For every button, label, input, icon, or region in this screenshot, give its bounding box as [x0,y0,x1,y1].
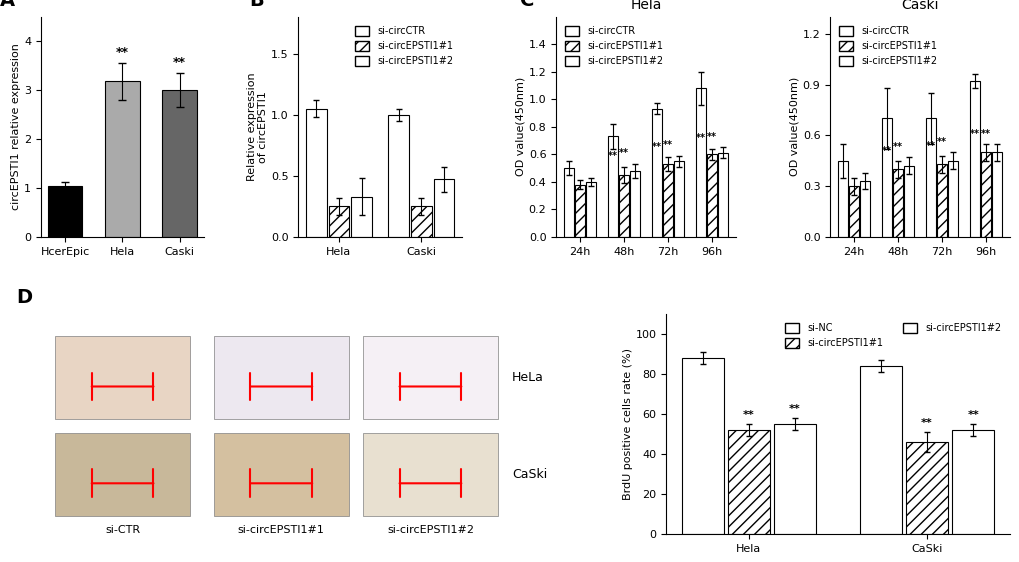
Bar [575,185,585,237]
Bar [388,115,409,237]
Bar [351,197,372,237]
Text: CaSki: CaSki [512,468,547,481]
Bar [681,358,723,534]
Legend: si-circCTR, si-circEPSTI1#1, si-circEPSTI1#2: si-circCTR, si-circEPSTI1#1, si-circEPST… [560,22,666,70]
Bar [979,152,989,237]
Text: A: A [0,0,15,10]
Y-axis label: OD value(450nm): OD value(450nm) [516,77,526,176]
Bar [706,155,716,237]
Bar [773,424,815,534]
Bar [903,166,913,237]
Text: **: ** [662,140,673,150]
Bar [881,119,892,237]
Bar [619,175,629,237]
Y-axis label: Relative expression
of circEPSTI1: Relative expression of circEPSTI1 [247,72,268,181]
Bar [947,161,957,237]
Text: **: ** [651,142,661,152]
Bar [662,164,673,237]
Bar [859,181,869,237]
Bar [925,119,935,237]
Bar [935,164,946,237]
Bar [728,430,769,534]
Text: **: ** [920,418,932,428]
Text: **: ** [695,133,705,143]
Bar [433,179,453,237]
Y-axis label: circEPSTI1 relative expression: circEPSTI1 relative expression [11,43,21,210]
Y-axis label: OD value(450nm): OD value(450nm) [789,77,799,176]
Text: HeLa: HeLa [512,371,543,384]
FancyBboxPatch shape [55,433,190,516]
Text: si-circEPSTI1#2: si-circEPSTI1#2 [386,525,474,535]
Bar [630,171,640,237]
Bar [564,168,574,237]
Bar [952,430,994,534]
Bar [674,161,683,237]
Text: **: ** [979,129,989,139]
Bar [990,152,1001,237]
Bar [969,81,979,237]
Bar [48,185,83,237]
Text: si-CTR: si-CTR [105,525,140,535]
Bar [105,81,140,237]
Text: **: ** [969,129,978,139]
FancyBboxPatch shape [214,433,348,516]
Title: Caski: Caski [901,0,937,12]
Legend: si-NC, si-circEPSTI1#1, si-circEPSTI1#2: si-NC, si-circEPSTI1#1, si-circEPSTI1#2 [781,319,1004,352]
Text: **: ** [173,56,185,69]
FancyBboxPatch shape [55,336,190,419]
Bar [328,206,348,237]
Text: **: ** [881,146,892,156]
Bar [411,206,431,237]
Bar [838,161,848,237]
Title: Hela: Hela [630,0,661,12]
Text: **: ** [742,410,754,420]
FancyBboxPatch shape [363,336,497,419]
Text: B: B [250,0,264,10]
Text: C: C [520,0,534,10]
Text: **: ** [706,132,716,142]
Bar [586,182,596,237]
Text: **: ** [116,46,128,59]
Text: **: ** [925,140,935,151]
Bar [651,109,661,237]
Text: **: ** [893,142,902,152]
Bar [716,153,727,237]
Text: **: ** [607,151,618,161]
Text: **: ** [966,410,978,420]
FancyBboxPatch shape [214,336,348,419]
Bar [607,137,618,237]
Legend: si-circCTR, si-circEPSTI1#1, si-circEPSTI1#2: si-circCTR, si-circEPSTI1#1, si-circEPST… [835,22,941,70]
Bar [859,366,901,534]
Text: **: ** [935,137,946,147]
Bar [306,108,326,237]
Bar [905,442,947,534]
Text: **: ** [619,148,629,158]
Text: D: D [16,288,33,307]
Text: si-circEPSTI1#1: si-circEPSTI1#1 [237,525,324,535]
Y-axis label: BrdU positive cells rate (%): BrdU positive cells rate (%) [622,348,632,500]
Bar [893,169,902,237]
FancyBboxPatch shape [363,433,497,516]
Bar [849,186,858,237]
Bar [695,88,705,237]
Legend: si-circCTR, si-circEPSTI1#1, si-circEPSTI1#2: si-circCTR, si-circEPSTI1#1, si-circEPST… [351,22,457,70]
Text: **: ** [789,404,800,414]
Bar [162,90,197,237]
